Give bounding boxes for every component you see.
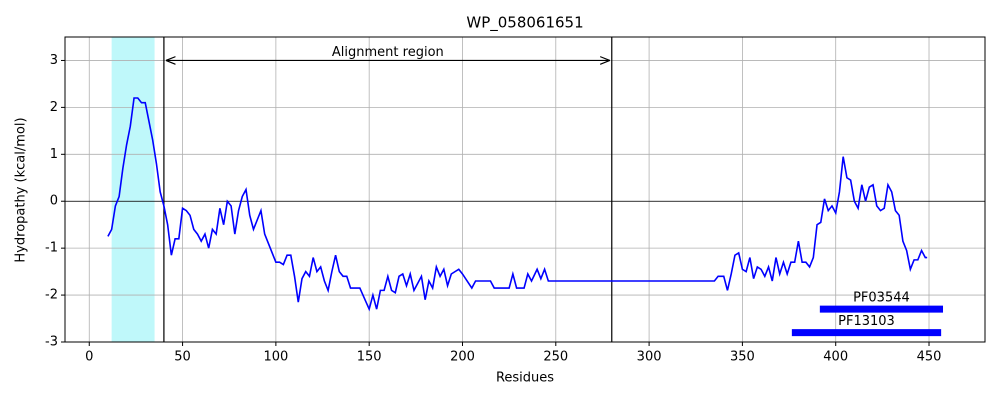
x-tick-label: 350 (730, 350, 755, 365)
y-tick-label: -1 (45, 241, 58, 256)
y-axis-label: Hydropathy (kcal/mol) (14, 117, 29, 262)
y-tick-label: 3 (50, 53, 58, 68)
domain-label: PF03544 (853, 291, 910, 306)
x-tick-label: 400 (823, 350, 848, 365)
x-tick-label: 0 (85, 350, 93, 365)
region-label: Alignment region (332, 45, 444, 60)
chart-title: WP_058061651 (466, 14, 583, 33)
x-tick-label: 200 (450, 350, 475, 365)
y-tick-label: 0 (50, 194, 58, 209)
y-tick-label: -3 (45, 335, 58, 350)
y-tick-label: 1 (50, 147, 58, 162)
y-tick-label: -2 (45, 288, 58, 303)
domain-label: PF13103 (838, 314, 895, 329)
highlight-span (111, 37, 155, 342)
x-tick-label: 50 (174, 350, 191, 365)
x-tick-label: 300 (637, 350, 662, 365)
x-axis-label: Residues (496, 371, 554, 386)
plot-frame (64, 36, 986, 343)
x-tick-label: 250 (543, 350, 568, 365)
x-tick-label: 450 (917, 350, 942, 365)
y-tick-label: 2 (50, 100, 58, 115)
x-tick-label: 100 (263, 350, 288, 365)
x-tick-label: 150 (357, 350, 382, 365)
hydropathy-line (107, 97, 928, 312)
